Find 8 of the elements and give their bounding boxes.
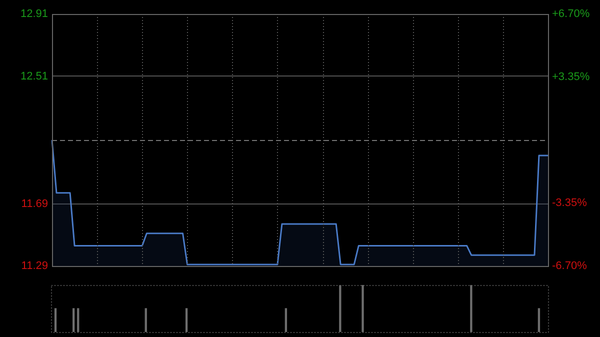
y2-tick-label: -3.35% (552, 197, 588, 210)
y2-tick-label: +6.70% (552, 8, 590, 20)
y-tick-label: 12.51 (20, 70, 48, 82)
y-tick-label: 11.29 (21, 260, 48, 272)
y-tick-label: 11.69 (21, 198, 48, 210)
y2-tick-label: +3.35% (552, 71, 590, 84)
y-tick-label: 12.91 (20, 8, 48, 20)
y2-tick-label: -6.70% (552, 260, 588, 272)
